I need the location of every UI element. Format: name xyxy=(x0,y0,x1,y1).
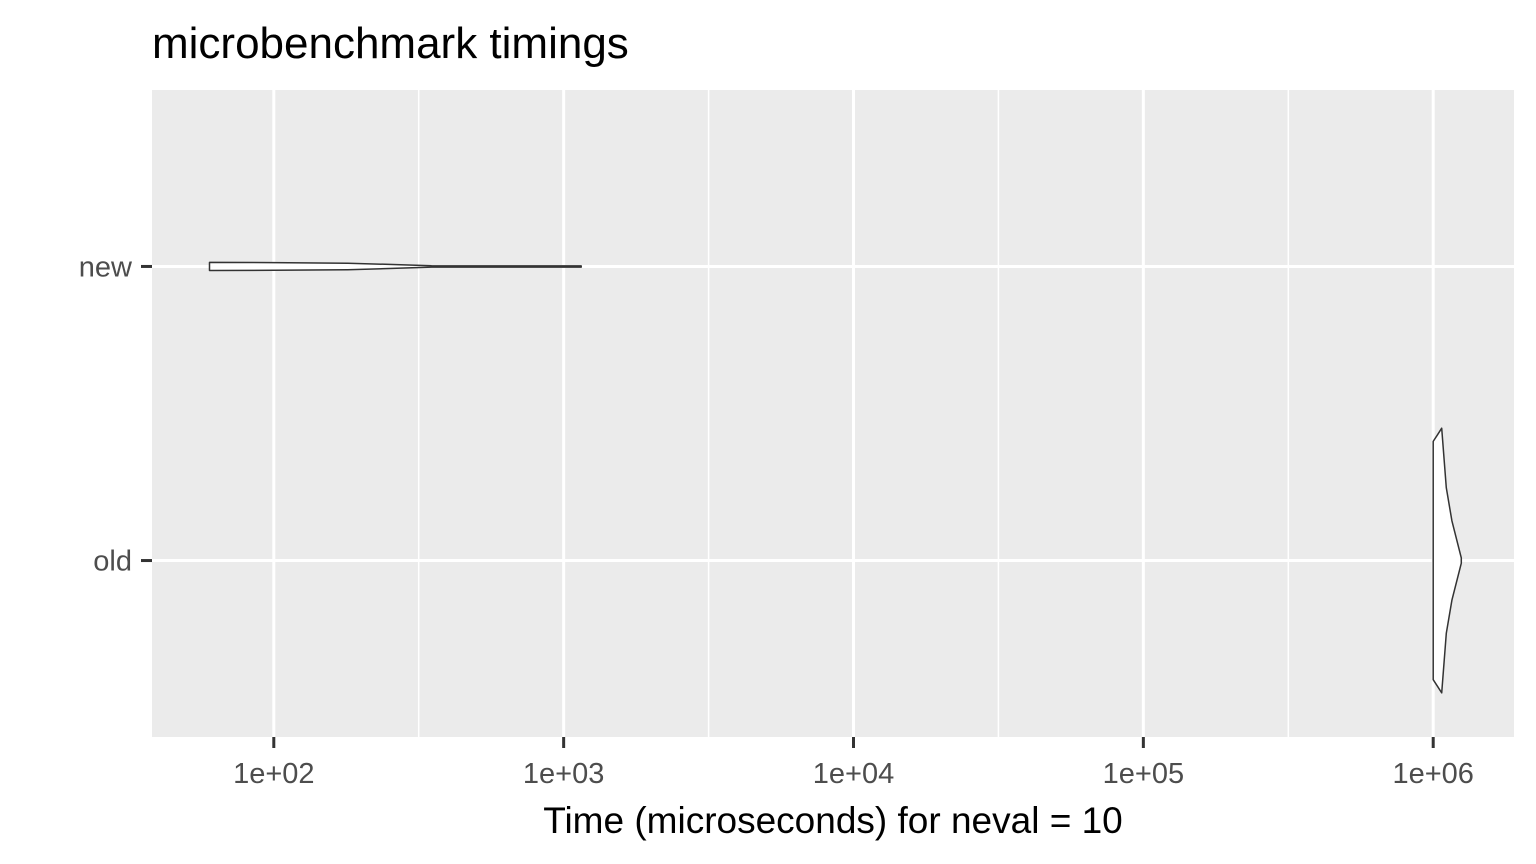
x-tick-label: 1e+05 xyxy=(1103,758,1184,790)
violin-old xyxy=(1432,427,1463,694)
x-axis: 1e+02 1e+03 1e+04 1e+05 1e+06 xyxy=(233,737,1474,790)
violins xyxy=(208,261,1463,694)
x-tick-label: 1e+04 xyxy=(813,758,894,790)
y-tick-label: old xyxy=(93,546,132,578)
y-axis: new old xyxy=(79,251,152,578)
plot-panel xyxy=(152,90,1514,737)
y-tick-label: new xyxy=(79,251,133,283)
x-tick-label: 1e+06 xyxy=(1392,758,1473,790)
violin-new xyxy=(208,261,582,272)
x-tick-label: 1e+02 xyxy=(233,758,314,790)
x-tick-label: 1e+03 xyxy=(523,758,604,790)
x-axis-title: Time (microseconds) for neval = 10 xyxy=(543,800,1123,841)
chart-title: microbenchmark timings xyxy=(152,19,629,68)
